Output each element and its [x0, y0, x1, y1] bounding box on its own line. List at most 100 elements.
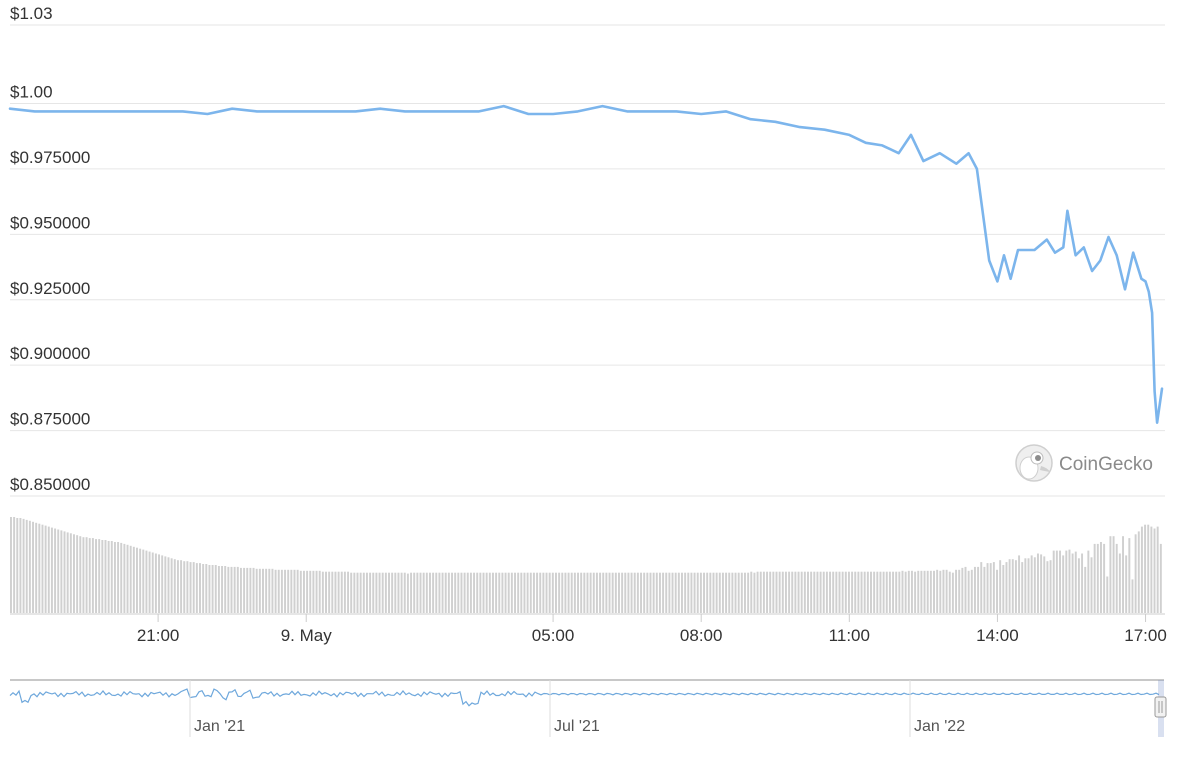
volume-bar: [608, 572, 611, 613]
volume-bar: [1043, 556, 1046, 613]
volume-bar: [879, 571, 882, 613]
volume-bar: [394, 572, 397, 613]
volume-bar: [1084, 566, 1087, 613]
volume-bar: [145, 550, 148, 613]
volume-bar: [967, 570, 970, 613]
volume-bar: [186, 561, 189, 613]
grid-lines: [10, 24, 1165, 497]
volume-bar: [340, 571, 343, 613]
volume-bar: [1071, 553, 1074, 613]
volume-bar: [44, 525, 47, 613]
volume-bar: [1011, 559, 1014, 613]
volume-bar: [1159, 543, 1162, 613]
volume-bar: [488, 572, 491, 613]
volume-bar: [693, 572, 696, 613]
volume-bar: [151, 552, 154, 613]
volume-bar: [183, 561, 186, 613]
volume-bar: [432, 572, 435, 613]
volume-bar: [1024, 558, 1027, 613]
volume-bar: [618, 572, 620, 613]
volume-bar: [296, 569, 299, 613]
volume-bar: [170, 558, 173, 613]
volume-bar: [728, 572, 731, 613]
volume-bar: [759, 571, 762, 613]
volume-bar: [592, 572, 595, 613]
y-tick-label: $0.875000: [10, 410, 90, 429]
volume-bar: [885, 571, 888, 613]
volume-bar: [63, 531, 66, 613]
volume-bar: [860, 571, 863, 613]
volume-bar: [1081, 553, 1084, 613]
y-tick-label: $0.900000: [10, 344, 90, 363]
volume-bar: [964, 566, 967, 613]
volume-bar: [870, 571, 872, 613]
volume-bar: [658, 572, 661, 613]
volume-bar: [992, 562, 995, 613]
volume-bar: [951, 572, 954, 613]
volume-bar: [621, 572, 624, 613]
volume-bar: [788, 571, 791, 613]
volume-bar: [545, 572, 548, 613]
volume-bar: [120, 542, 123, 613]
volume-bar: [60, 530, 63, 613]
volume-bar: [577, 572, 579, 613]
volume-bar: [318, 570, 321, 613]
volume-bar: [822, 571, 825, 613]
volume-bar: [460, 572, 463, 613]
volume-bar: [82, 537, 85, 613]
volume-bar: [1112, 536, 1115, 613]
volume-bar: [1027, 558, 1030, 613]
volume-bar: [980, 562, 983, 613]
volume-bar: [1030, 555, 1033, 613]
volume-bar: [381, 572, 384, 613]
volume-bar: [1036, 553, 1039, 613]
volume-bar: [721, 572, 724, 613]
volume-bar: [1068, 549, 1071, 613]
navigator-handle[interactable]: [1154, 696, 1167, 718]
volume-bar: [284, 569, 287, 613]
volume-bar: [1118, 553, 1121, 613]
volume-bar: [1109, 536, 1112, 613]
volume-bar: [794, 571, 797, 613]
volume-bar: [1115, 543, 1118, 613]
volume-bar: [258, 568, 261, 613]
volume-bar: [1065, 550, 1068, 613]
volume-bar: [636, 572, 639, 613]
volume-bar: [674, 572, 677, 613]
volume-bar: [388, 572, 390, 613]
volume-bar: [195, 563, 198, 613]
volume-bar: [825, 571, 828, 613]
volume-bar: [479, 572, 482, 613]
volume-bar: [113, 542, 116, 613]
volume-bar: [624, 572, 627, 613]
volume-bar: [91, 538, 94, 613]
volume-bar: [397, 572, 400, 613]
volume-bar: [1147, 524, 1150, 613]
volume-bar: [375, 572, 378, 613]
navigator-axis: Jan '21 Jul '21 Jan '22: [189, 680, 965, 737]
volume-bar: [542, 572, 545, 613]
volume-bar: [671, 572, 674, 613]
volume-bar: [526, 572, 529, 613]
volume-bar: [243, 567, 246, 613]
volume-bar: [1090, 557, 1093, 613]
navigator[interactable]: Jan '21 Jul '21 Jan '22: [9, 679, 1167, 737]
volume-bar: [365, 572, 368, 613]
volume-bar: [611, 572, 614, 613]
volume-bar: [262, 568, 264, 613]
volume-bar: [936, 569, 939, 613]
volume-bar: [435, 572, 438, 613]
volume-bar: [325, 571, 327, 613]
volume-bar: [1033, 557, 1036, 613]
volume-bar: [816, 571, 819, 613]
volume-bar: [167, 557, 170, 613]
volume-bar: [778, 571, 781, 613]
volume-bar: [1014, 560, 1017, 613]
volume-bar: [466, 572, 469, 613]
volume-bar: [161, 555, 164, 613]
volume-bar: [419, 572, 422, 613]
volume-bar: [192, 562, 195, 613]
volume-bar: [236, 566, 239, 613]
volume-bar: [117, 542, 120, 613]
volume-bar: [1046, 561, 1049, 613]
